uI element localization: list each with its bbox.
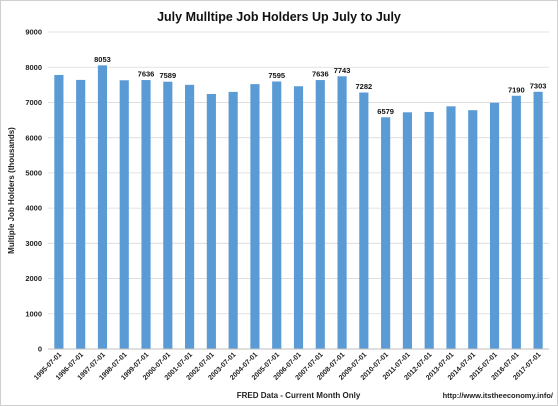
bar bbox=[141, 80, 151, 349]
data-label: 7636 bbox=[138, 70, 155, 79]
bar bbox=[381, 117, 391, 349]
data-labels: 8053 7636 7589 7595 7636 7743 7282 6579 7190 7303 bbox=[94, 55, 546, 116]
data-label: 8053 bbox=[94, 55, 111, 64]
data-label: 7589 bbox=[159, 71, 176, 80]
source-url: http://www.itstheeconomy.info/ bbox=[443, 391, 554, 400]
bar bbox=[119, 80, 129, 349]
bar bbox=[337, 76, 347, 350]
bar bbox=[76, 79, 86, 349]
data-label: 6579 bbox=[377, 107, 394, 116]
data-label: 7636 bbox=[312, 70, 329, 79]
bar bbox=[228, 91, 238, 349]
data-label: 7743 bbox=[334, 66, 351, 75]
x-axis-label: FRED Data - Current Month Only bbox=[237, 391, 361, 400]
bar bbox=[54, 74, 64, 350]
data-label: 7595 bbox=[268, 71, 285, 80]
bar bbox=[97, 65, 108, 350]
chart-title: July Mulltipe Job Holders Up July to Jul… bbox=[157, 10, 401, 24]
bar bbox=[402, 112, 412, 349]
y-tick-label: 0 bbox=[38, 345, 42, 354]
bar bbox=[315, 80, 325, 349]
y-tick-label: 3000 bbox=[25, 239, 42, 248]
bars bbox=[54, 65, 543, 350]
y-tick-label: 2000 bbox=[25, 274, 42, 283]
bar bbox=[468, 110, 478, 350]
y-tick-label: 4000 bbox=[25, 204, 42, 213]
bar bbox=[272, 81, 282, 350]
y-axis-ticks: 0 1000 2000 3000 4000 5000 6000 7000 8000 9000 bbox=[25, 28, 42, 354]
data-label: 7282 bbox=[356, 82, 373, 91]
bar bbox=[424, 111, 434, 350]
data-label: 7190 bbox=[508, 85, 525, 94]
y-axis-label: Multiple Job Holders (thousands) bbox=[7, 127, 16, 254]
bar bbox=[446, 106, 456, 350]
y-tick-label: 1000 bbox=[25, 309, 42, 318]
y-tick-label: 9000 bbox=[25, 28, 42, 37]
x-axis-ticks: 1995-07-011996-07-011997-07-011998-07-01… bbox=[33, 351, 543, 381]
y-tick-label: 5000 bbox=[25, 168, 42, 177]
data-label: 7303 bbox=[530, 81, 547, 90]
bar bbox=[250, 84, 260, 349]
bar bbox=[185, 84, 195, 349]
y-tick-label: 8000 bbox=[25, 63, 42, 72]
bar bbox=[533, 91, 543, 350]
y-tick-label: 6000 bbox=[25, 133, 42, 142]
bar bbox=[489, 102, 500, 350]
bar bbox=[293, 86, 304, 350]
bar bbox=[163, 81, 173, 350]
bar bbox=[206, 93, 216, 349]
bar bbox=[359, 92, 369, 349]
bar bbox=[511, 95, 521, 349]
y-tick-label: 7000 bbox=[25, 98, 42, 107]
